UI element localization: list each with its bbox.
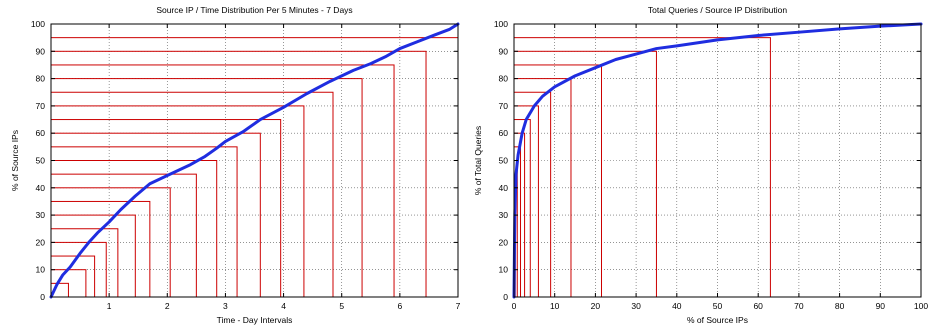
chart-1-xtick-label: 6 [397, 301, 402, 311]
chart-1-ytick-label: 100 [31, 19, 45, 29]
chart-2-xtick-label: 60 [753, 301, 763, 311]
chart-1-ytick-label: 60 [36, 128, 46, 138]
chart-1-ytick-label: 50 [36, 156, 46, 166]
chart-2-xtick-label: 50 [713, 301, 723, 311]
chart-1-xlabel: Time - Day Intervals [217, 315, 293, 325]
chart-2-ytick-label: 30 [499, 210, 509, 220]
chart-1-xtick-label: 7 [456, 301, 461, 311]
chart-1-step-16 [50, 64, 395, 298]
chart-1-step-14 [50, 91, 334, 298]
chart-1-series-line-0 [49, 22, 460, 299]
chart-2-ytick-label: 70 [499, 101, 509, 111]
chart-2-xtick-label: 0 [512, 301, 517, 311]
chart-2-ylabel: % of Total Queries [473, 126, 483, 195]
chart-2-title: Total Queries / Source IP Distribution [648, 5, 787, 15]
chart-2-step-10 [513, 37, 771, 298]
chart-1-title: Source IP / Time Distribution Per 5 Minu… [156, 5, 352, 15]
chart-1-xtick-label: 2 [165, 301, 170, 311]
chart-1-step-8 [50, 173, 197, 298]
chart-1-step-4 [50, 228, 119, 298]
chart-2-xtick-label: 40 [672, 301, 682, 311]
chart-1-ytick-label: 40 [36, 183, 46, 193]
chart-2-xtick-label: 10 [550, 301, 560, 311]
chart-1-xtick-label: 1 [107, 301, 112, 311]
chart-2-xtick-label: 80 [835, 301, 845, 311]
chart-2-step-6 [513, 91, 552, 298]
chart-2-xtick-label: 100 [914, 301, 928, 311]
chart-2-grid [514, 24, 921, 297]
chart-2-ytick-label: 100 [494, 19, 508, 29]
chart-2-step-9 [513, 50, 657, 298]
chart-1-step-18 [50, 37, 459, 298]
chart-1-xtick-label: 4 [281, 301, 286, 311]
chart-2-xlabel: % of Source IPs [687, 315, 748, 325]
chart-2-xtick-label: 30 [631, 301, 641, 311]
chart-2-xtick-label: 20 [591, 301, 601, 311]
chart-1-ticks: 0 10 20 30 40 50 60 70 80 90 100 1 2 3 4 5 6 7 [31, 19, 461, 311]
chart-1-ytick-label: 10 [36, 265, 46, 275]
chart-2-ytick-label: 40 [499, 183, 509, 193]
chart-2-ytick-label: 10 [499, 265, 509, 275]
chart-1-ytick-label: 20 [36, 237, 46, 247]
chart-2-ytick-label: 20 [499, 237, 509, 247]
chart-2: 0 10 20 30 40 50 60 70 80 90 100 0 10 20 30 40 50 60 70 80 9… [473, 5, 928, 325]
chart-1-ytick-label: 70 [36, 101, 46, 111]
chart-2-ytick-label: 50 [499, 156, 509, 166]
chart-1-ytick-label: 30 [36, 210, 46, 220]
chart-2-xtick-label: 90 [876, 301, 886, 311]
chart-2-ytick-label: 0 [503, 292, 508, 302]
chart-2-xtick-label: 70 [794, 301, 804, 311]
chart-2-ytick-label: 60 [499, 128, 509, 138]
chart-1-grid [51, 24, 458, 297]
chart-2-step-8 [513, 64, 603, 298]
chart-2-ticks: 0 10 20 30 40 50 60 70 80 90 100 0 10 20 30 40 50 60 70 80 9… [494, 19, 928, 311]
chart-1-xtick-label: 5 [339, 301, 344, 311]
chart-2-ytick-label: 90 [499, 46, 509, 56]
chart-1-xtick-label: 3 [223, 301, 228, 311]
chart-2-series-line-0 [512, 22, 923, 299]
chart-2-ytick-label: 80 [499, 74, 509, 84]
chart-1-ylabel: % of Source IPs [10, 130, 20, 191]
chart-1-ytick-label: 0 [40, 292, 45, 302]
chart-1-ytick-label: 80 [36, 74, 46, 84]
chart-1-step-10 [50, 146, 238, 298]
chart-1: 0 10 20 30 40 50 60 70 80 90 100 1 2 3 4 5 6 7 Source IP /… [10, 5, 461, 325]
chart-1-steps [50, 37, 459, 298]
chart-1-ytick-label: 90 [36, 46, 46, 56]
